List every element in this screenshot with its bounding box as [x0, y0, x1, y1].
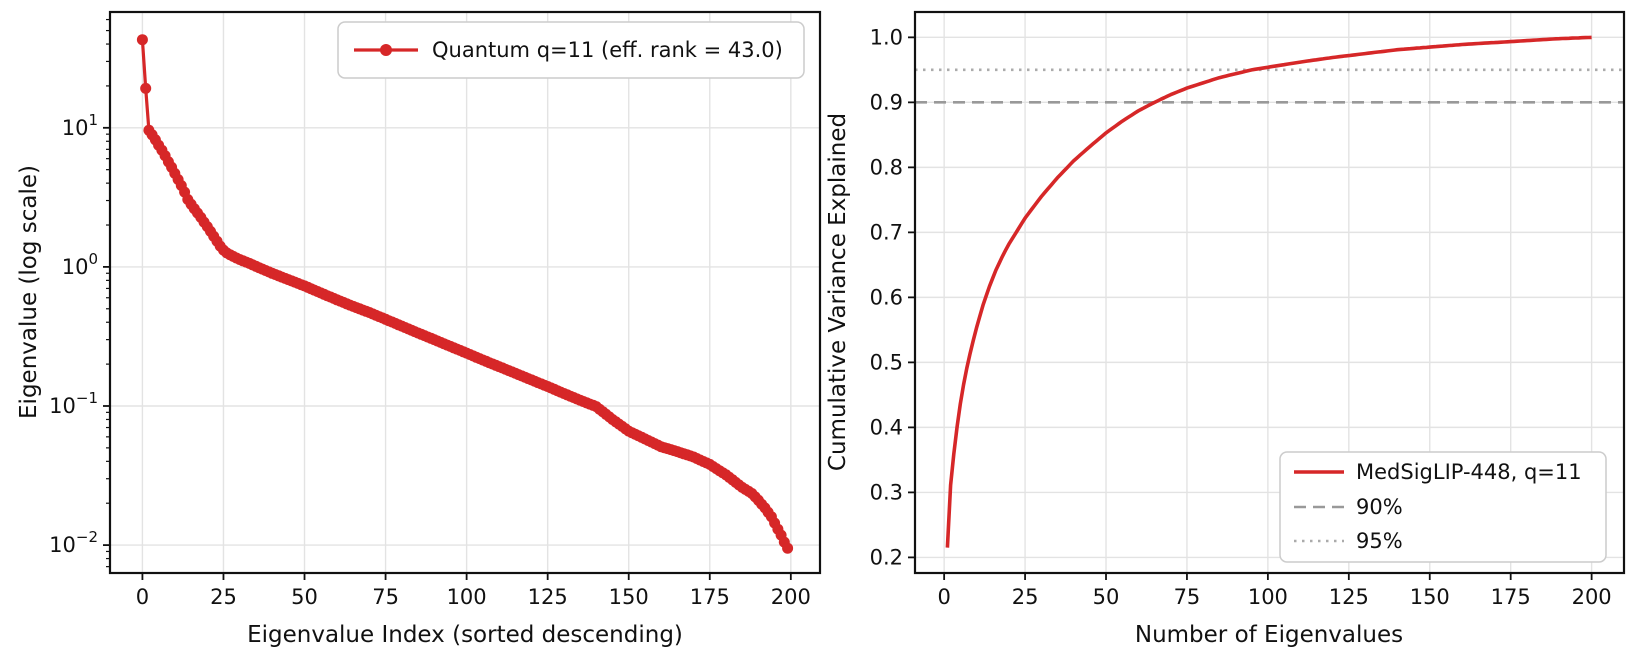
- right-legend-label-95: 95%: [1356, 529, 1403, 553]
- svg-text:10−2: 10−2: [49, 528, 98, 557]
- left-legend-marker-sample: [380, 44, 392, 56]
- right-legend-label-90: 90%: [1356, 495, 1403, 519]
- left-series-quantum: [136, 34, 794, 554]
- right-xaxis-label: Number of Eigenvalues: [1135, 622, 1403, 648]
- svg-text:50: 50: [1093, 585, 1120, 609]
- svg-text:101: 101: [62, 111, 98, 140]
- svg-text:75: 75: [1174, 585, 1201, 609]
- svg-text:0.7: 0.7: [870, 220, 903, 244]
- svg-text:175: 175: [690, 585, 730, 609]
- left-plot-border: [108, 10, 822, 575]
- svg-text:0.9: 0.9: [870, 90, 903, 114]
- svg-text:0.5: 0.5: [870, 350, 903, 374]
- right-series-medsiglip: [945, 35, 1592, 548]
- right-axis-ticks: 0 25 50 75 100 125 150 175 200 0.2 0.3 0.4 0.5 0.6 0.7…: [870, 25, 1612, 609]
- svg-text:0.6: 0.6: [870, 285, 903, 309]
- right-legend-box: [1279, 451, 1607, 563]
- svg-text:150: 150: [1410, 585, 1450, 609]
- left-legend: Quantum q=11 (eff. rank = 43.0): [337, 21, 805, 79]
- left-xaxis-label: Eigenvalue Index (sorted descending): [247, 622, 683, 648]
- svg-text:200: 200: [1572, 585, 1612, 609]
- svg-text:125: 125: [528, 585, 568, 609]
- svg-text:1.0: 1.0: [870, 25, 903, 49]
- svg-text:10−1: 10−1: [49, 389, 98, 418]
- svg-text:25: 25: [210, 585, 237, 609]
- left-gridlines: [110, 12, 820, 573]
- svg-text:100: 100: [447, 585, 487, 609]
- svg-text:50: 50: [291, 585, 318, 609]
- svg-text:0: 0: [136, 585, 149, 609]
- right-legend: MedSigLIP-448, q=11 90% 95%: [1279, 451, 1607, 563]
- svg-text:200: 200: [771, 585, 811, 609]
- svg-text:125: 125: [1329, 585, 1369, 609]
- left-legend-box: [337, 21, 805, 79]
- svg-text:0.8: 0.8: [870, 155, 903, 179]
- svg-text:100: 100: [1248, 585, 1288, 609]
- right-threshold-lines: [915, 68, 1624, 104]
- svg-text:0.3: 0.3: [870, 480, 903, 504]
- svg-text:25: 25: [1012, 585, 1039, 609]
- right-plot-border: [913, 10, 1626, 575]
- left-chart: 0 25 50 75 100 125 150 175 200 101 100 10−1 10−2 Eig…: [16, 10, 822, 648]
- svg-text:100: 100: [62, 250, 98, 279]
- svg-text:0.4: 0.4: [870, 415, 903, 439]
- svg-text:150: 150: [609, 585, 649, 609]
- left-legend-label: Quantum q=11 (eff. rank = 43.0): [432, 38, 783, 62]
- svg-text:175: 175: [1491, 585, 1531, 609]
- svg-text:75: 75: [372, 585, 399, 609]
- svg-text:0: 0: [937, 585, 950, 609]
- right-legend-label-series: MedSigLIP-448, q=11: [1356, 460, 1582, 484]
- svg-text:0.2: 0.2: [870, 545, 903, 569]
- left-axis-ticks: 0 25 50 75 100 125 150 175 200 101 100 10−1 10−2: [49, 18, 811, 609]
- right-chart: 0 25 50 75 100 125 150 175 200 0.2 0.3 0.4 0.5 0.6 0.7…: [825, 10, 1626, 648]
- right-yaxis-label: Cumulative Variance Explained: [825, 113, 851, 471]
- left-yaxis-label: Eigenvalue (log scale): [16, 165, 42, 419]
